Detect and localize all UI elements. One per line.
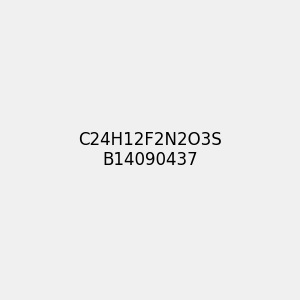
Text: C24H12F2N2O3S
B14090437: C24H12F2N2O3S B14090437 (78, 130, 222, 170)
